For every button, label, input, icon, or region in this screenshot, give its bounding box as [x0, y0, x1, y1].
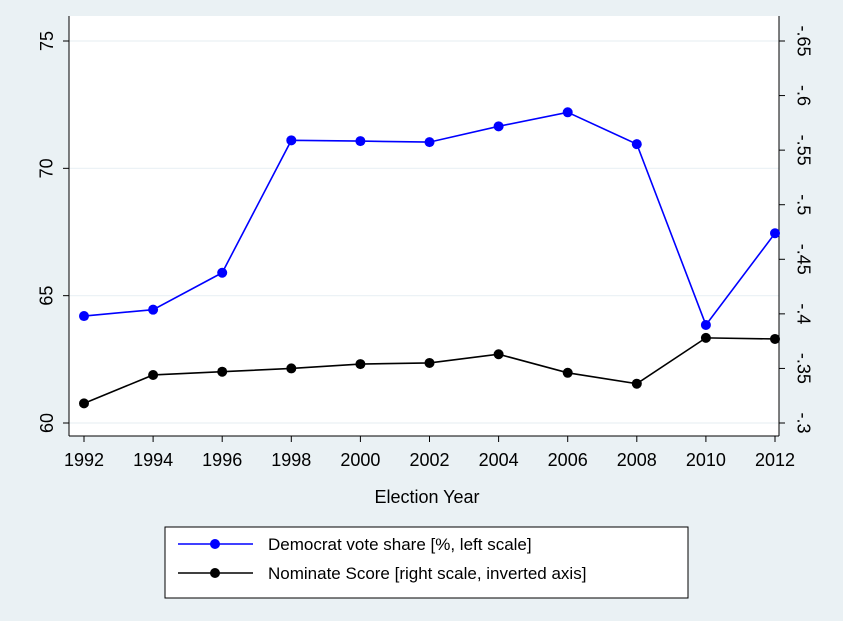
- x-axis-tick-label: 2010: [686, 450, 726, 470]
- data-point-1: [770, 228, 780, 239]
- left-axis-tick-label: 60: [37, 413, 57, 433]
- data-point-1: [493, 121, 504, 132]
- data-point-1: [700, 319, 711, 330]
- data-point-1: [79, 311, 89, 322]
- x-axis-tick-label: 2006: [548, 450, 588, 470]
- x-axis-label: Election Year: [374, 487, 479, 507]
- data-point-1: [217, 267, 228, 278]
- left-axis-tick-label: 65: [37, 286, 57, 306]
- left-axis-tick-label: 70: [37, 158, 57, 178]
- legend-marker: [210, 539, 220, 549]
- legend: Democrat vote share [%, left scale] Nomin…: [164, 526, 689, 599]
- x-axis-tick-label: 2008: [617, 450, 657, 470]
- data-point-2: [700, 332, 711, 343]
- legend-marker: [210, 568, 220, 578]
- data-point-2: [79, 398, 89, 409]
- x-axis-tick-label: 1998: [271, 450, 311, 470]
- data-point-2: [148, 369, 159, 380]
- legend-label: Nominate Score [right scale, inverted ax…: [268, 564, 586, 583]
- legend-label: Democrat vote share [%, left scale]: [268, 535, 532, 554]
- data-point-2: [770, 333, 780, 344]
- x-axis-tick-label: 2000: [340, 450, 380, 470]
- x-axis-tick-label: 2004: [479, 450, 519, 470]
- data-point-1: [355, 136, 366, 147]
- x-axis-tick-label: 2012: [755, 450, 795, 470]
- right-axis-tick-label: -.6: [793, 85, 813, 106]
- data-point-1: [562, 107, 573, 118]
- data-point-1: [148, 304, 159, 315]
- right-axis-tick-label: -.35: [793, 353, 813, 384]
- right-axis-tick-label: -.55: [793, 135, 813, 166]
- legend-box: [164, 526, 689, 599]
- data-point-2: [286, 363, 297, 374]
- right-axis-tick-label: -.3: [793, 412, 813, 433]
- x-axis-tick-label: 1994: [133, 450, 173, 470]
- x-axis-tick-label: 1992: [64, 450, 104, 470]
- right-axis-tick-label: -.65: [793, 25, 813, 56]
- data-point-2: [424, 357, 435, 368]
- left-axis-tick-label: 75: [37, 31, 57, 51]
- right-axis-tick-label: -.45: [793, 244, 813, 275]
- data-point-2: [631, 378, 642, 389]
- data-point-1: [631, 139, 642, 150]
- data-point-2: [355, 359, 366, 370]
- x-axis-tick-label: 2002: [409, 450, 449, 470]
- series: [79, 107, 780, 409]
- right-axis-tick-label: -.5: [793, 194, 813, 215]
- data-point-1: [286, 135, 297, 146]
- data-point-1: [424, 137, 435, 148]
- data-point-2: [493, 349, 504, 360]
- plot-area: [69, 16, 779, 436]
- x-axis-tick-label: 1996: [202, 450, 242, 470]
- gridlines: [69, 40, 779, 424]
- axes: 60 65 70 75 -.3 -.35 -.4 -.45 -.5 -.55 -.6 -.65 1992…: [37, 16, 813, 470]
- data-point-2: [217, 366, 228, 377]
- data-point-2: [562, 367, 573, 378]
- right-axis-tick-label: -.4: [793, 303, 813, 324]
